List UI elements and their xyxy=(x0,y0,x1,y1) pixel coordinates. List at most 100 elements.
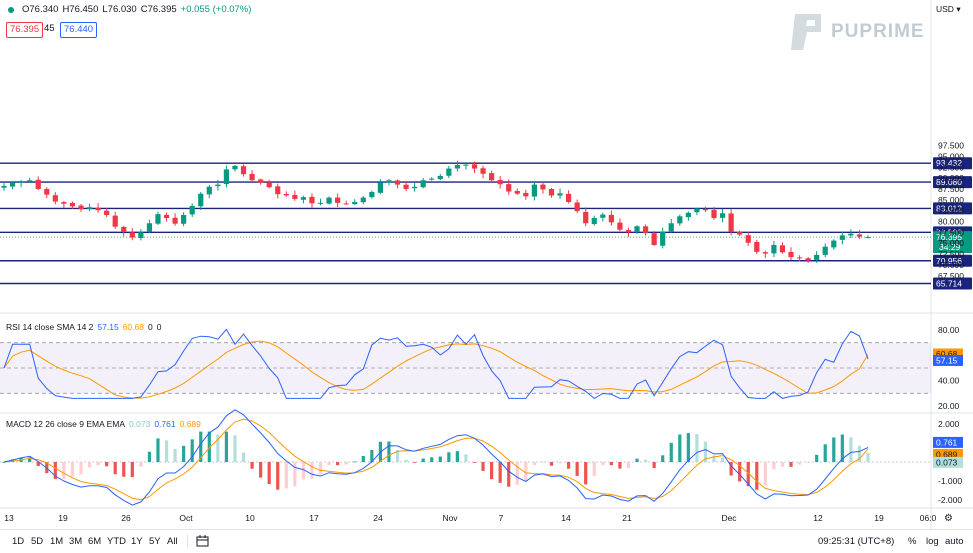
macd-histogram-bar xyxy=(267,462,271,485)
candle-body xyxy=(394,180,401,185)
candle-body xyxy=(677,216,683,224)
macd-histogram-bar xyxy=(293,462,297,487)
candle-body xyxy=(27,180,33,182)
time-tick-label: 26 xyxy=(121,513,131,523)
candle-body xyxy=(181,214,187,224)
timeframe-all[interactable]: All xyxy=(167,536,178,547)
macd-histogram-bar xyxy=(395,449,400,462)
macd-histogram-bar xyxy=(370,449,374,462)
price-tick-label: 90.000 xyxy=(938,173,964,183)
candle-body xyxy=(848,233,854,236)
macd-histogram-bar xyxy=(139,462,143,467)
timeframe-3m[interactable]: 3M xyxy=(69,536,83,547)
open-value: O76.340 xyxy=(22,4,59,15)
macd-histogram-bar xyxy=(241,452,246,462)
candle-body xyxy=(497,179,503,185)
currency-selector[interactable]: USD ▾ xyxy=(936,4,961,15)
macd-histogram-bar xyxy=(207,431,211,462)
macd-histogram-bar xyxy=(541,462,545,463)
macd-histogram-bar xyxy=(678,434,682,462)
level-tag xyxy=(933,157,972,170)
candle-body xyxy=(557,193,563,196)
timeframe-5y[interactable]: 5Y xyxy=(149,536,161,547)
price-tick-label: 80.000 xyxy=(938,217,964,227)
macd-histogram-bar xyxy=(772,462,776,470)
candle-body xyxy=(1,185,7,188)
macd-histogram-bar xyxy=(797,462,802,465)
timeframe-ytd[interactable]: YTD xyxy=(107,536,126,547)
sell-price-button[interactable]: 76.395 xyxy=(6,22,44,38)
chart-canvas[interactable]: 93.432 89.080 83.012 77.500 70.956 65.714 76.3… xyxy=(0,0,973,529)
grid-lines xyxy=(0,0,973,529)
macd-hist-tag-label: 0.073 xyxy=(936,457,958,467)
macd-histogram-bar xyxy=(79,462,83,475)
price-tick-label: 72.500 xyxy=(938,249,964,259)
macd-histogram-bar xyxy=(695,434,699,462)
buy-price-button[interactable]: 76.440 xyxy=(60,22,98,38)
macd-hist-value: 0.073 xyxy=(129,419,151,429)
macd-histogram-bar xyxy=(199,431,203,462)
candle-body xyxy=(44,188,50,195)
candle-body xyxy=(719,213,726,218)
time-tick-label: 14 xyxy=(561,513,571,523)
candle-body xyxy=(223,169,230,184)
current-price-tag xyxy=(933,231,972,254)
date-range-icon[interactable] xyxy=(196,535,209,547)
macd-histogram-bar xyxy=(609,462,613,466)
current-price-label: 76.395 xyxy=(936,232,962,242)
candle-body xyxy=(506,184,512,192)
price-tick-label: 85.000 xyxy=(938,195,964,205)
auto-toggle[interactable]: auto xyxy=(945,536,964,547)
macd-histogram-bar xyxy=(686,433,690,462)
candle-body xyxy=(326,197,332,204)
clock-timezone[interactable]: 09:25:31 (UTC+8) xyxy=(818,536,895,547)
macd-value-tag-label: 0.761 xyxy=(936,437,958,447)
macd-histogram-bar xyxy=(421,458,425,462)
timeframe-6m[interactable]: 6M xyxy=(88,536,102,547)
log-toggle[interactable]: log xyxy=(926,536,939,547)
candle-body xyxy=(728,213,734,232)
price-tick-label: 87.500 xyxy=(938,184,964,194)
macd-histogram-bar xyxy=(806,462,810,463)
timeframe-1m[interactable]: 1M xyxy=(50,536,64,547)
candle-body xyxy=(651,233,657,245)
macd-histogram-bar xyxy=(53,462,57,480)
candle-body xyxy=(9,182,16,187)
macd-histogram-bar xyxy=(763,462,767,486)
percent-toggle[interactable]: % xyxy=(908,536,917,547)
candle-body xyxy=(514,190,520,194)
rsi-extra-1: 0 xyxy=(147,322,153,332)
macd-signal-tag xyxy=(933,448,963,460)
timeframe-1y[interactable]: 1Y xyxy=(131,536,143,547)
macd-histogram-bar xyxy=(729,462,733,476)
settings-gear-icon[interactable]: ⚙ xyxy=(944,513,953,524)
macd-histogram-bar xyxy=(549,462,554,466)
candle-body xyxy=(446,168,452,176)
candle-body xyxy=(300,197,307,200)
candle-body xyxy=(480,168,486,174)
macd-histogram-bar xyxy=(669,442,673,462)
time-tick-label: 10 xyxy=(245,513,255,523)
level-tag xyxy=(933,254,972,267)
timeframe-1d[interactable]: 1D xyxy=(12,536,25,547)
macd-histogram-bar xyxy=(130,462,134,478)
candle-body xyxy=(283,194,289,196)
macd-histogram-bar xyxy=(413,462,417,463)
macd-histogram-bar xyxy=(156,438,160,462)
macd-histogram-bar xyxy=(327,462,331,466)
change-value: +0.055 (+0.07%) xyxy=(180,4,252,15)
price-tick-label: 97.500 xyxy=(938,141,964,151)
candle-body xyxy=(489,173,495,181)
rsi-axis-label: 80.00 xyxy=(938,325,960,335)
macd-histogram-bar xyxy=(849,437,853,462)
macd-histogram-bar xyxy=(113,462,117,475)
level-tag-label: 83.012 xyxy=(936,203,962,213)
macd-histogram-bar xyxy=(353,461,357,463)
candle-body xyxy=(523,192,529,197)
macd-histogram-bar xyxy=(164,440,169,462)
time-tick-label: 19 xyxy=(58,513,68,523)
macd-histogram-bar xyxy=(233,435,237,462)
timeframe-5d[interactable]: 5D xyxy=(31,536,44,547)
candle-body xyxy=(865,237,871,239)
